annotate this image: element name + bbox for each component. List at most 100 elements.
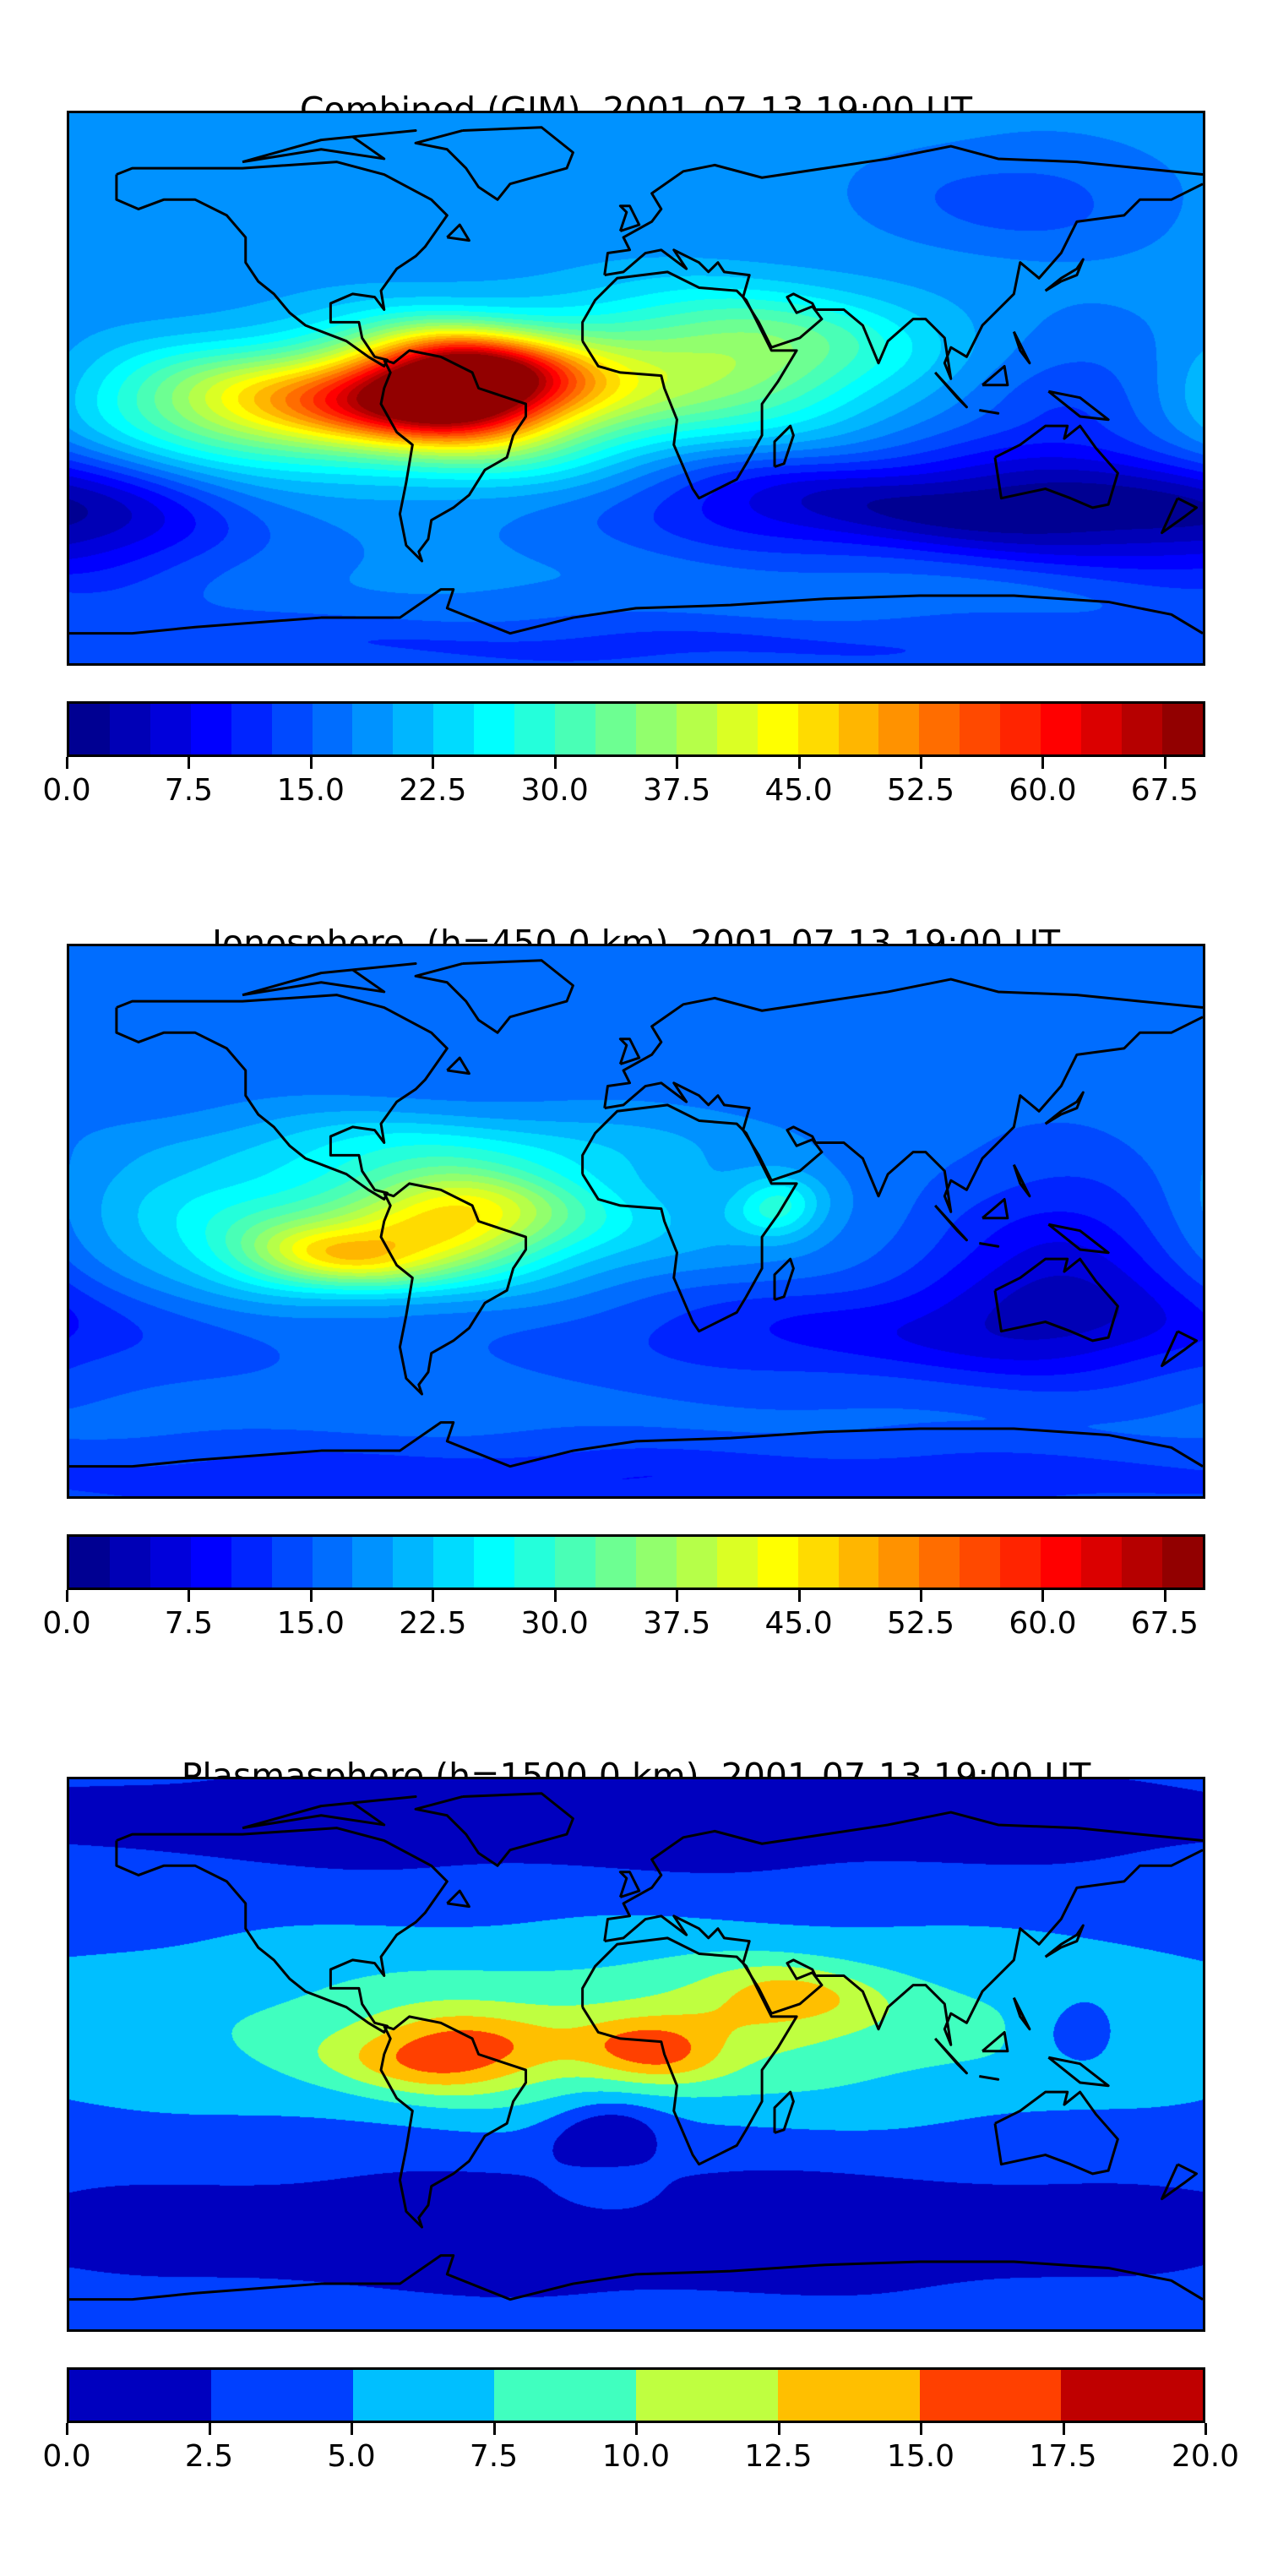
coastline [1048,1224,1108,1252]
colorbar-bin [190,1537,231,1588]
colorbar-tick [66,1590,68,1602]
coastline [381,2017,525,2227]
colorbar-tick-label: 10.0 [601,2439,671,2474]
colorbar-tick-label: 15.0 [276,773,345,808]
colorbar-bin [1161,704,1203,754]
coastline [447,1891,469,1907]
colorbar-bin [960,704,1001,754]
colorbar-tick [1163,757,1166,769]
colorbar-bin [797,704,839,754]
coastline [416,128,573,200]
coastline [242,130,416,161]
coastline [979,411,998,414]
colorbar-bin [312,1537,353,1588]
colorbar-bin [555,1537,595,1588]
colorbar-tick-label: 5.0 [327,2439,376,2474]
colorbar-tick-label: 15.0 [276,1606,345,1641]
panel-plasmasphere: Plasmasphere (h=1500.0 km), 2001-07-13 1… [0,1743,1267,2576]
colorbar-ticks: 0.0 7.5 15.0 22.5 30.0 37.5 45.0 52.5 60.0 67.5 [42,757,1205,816]
colorbar-bin [150,1537,191,1588]
colorbar-bin [878,1537,920,1588]
colorbar-bin [595,1537,636,1588]
colorbar-bin [393,1537,434,1588]
coastline [242,963,416,994]
coastline [1014,332,1030,363]
colorbar-bin [676,704,717,754]
colorbar-tick [676,757,679,769]
colorbar-tick-label: 60.0 [1009,1606,1077,1641]
colorbar [67,2367,1205,2423]
colorbar-tick-label: 45.0 [764,1606,833,1641]
colorbar-tick-label: 20.0 [1171,2439,1240,2474]
panel-combined: Combined (GIM), 2001-07-13 19:00 UT 0.0 7… [0,77,1267,910]
tec-map [67,944,1205,1499]
colorbar-bin [210,2370,353,2421]
coastline [117,995,447,1200]
coastline [1014,1165,1030,1196]
colorbar-tick-label: 0.0 [42,773,91,808]
coastline [620,1039,639,1065]
colorbar-bin [271,1537,313,1588]
colorbar-tick-label: 52.5 [886,773,955,808]
coastline [1162,498,1197,533]
colorbar-tick-label: 7.5 [469,2439,519,2474]
colorbar-bin [514,704,556,754]
coastline [1014,1998,1030,2029]
colorbar-bin [352,2370,495,2421]
colorbar-tick-label: 67.5 [1130,773,1199,808]
colorbar-bin [352,704,394,754]
colorbar-tick [492,2423,496,2435]
tec-contour-field [69,113,1203,663]
colorbar-bin [716,704,758,754]
coastline [979,1244,998,1247]
colorbar-bin [919,1537,960,1588]
colorbar-tick-label: 45.0 [764,773,833,808]
colorbar-tick-label: 52.5 [886,1606,955,1641]
colorbar-tick-label: 30.0 [520,773,589,808]
colorbar-bin [635,704,677,754]
coastline [1048,2057,1108,2085]
coastline [995,426,1117,508]
colorbar-bin [878,704,920,754]
coastline [775,1259,793,1299]
colorbar-bin [69,704,110,754]
coastline [1162,2165,1197,2199]
colorbar-tick [309,757,313,769]
colorbar-bin [1161,1537,1203,1588]
tec-contour-field [69,946,1203,1496]
colorbar-bin [474,1537,515,1588]
colorbar-tick [797,1590,801,1602]
coastline [935,1206,966,1240]
colorbar-bin [109,704,150,754]
colorbar-tick [1041,757,1045,769]
coastline [69,590,1203,634]
colorbar-bin [636,2370,778,2421]
colorbar-tick [208,2423,211,2435]
colorbar-bin [635,1537,677,1588]
colorbar-tick-label: 22.5 [399,773,467,808]
colorbar-bin [1000,704,1041,754]
colorbar-tick [797,757,801,769]
colorbar-tick [1204,2423,1207,2435]
coastline [1048,391,1108,419]
colorbar-bin [757,1537,798,1588]
colorbar-tick-label: 37.5 [643,773,711,808]
colorbar-bin [1041,1537,1082,1588]
coastline [416,961,573,1033]
colorbar-tick [635,2423,638,2435]
coastline [775,2092,793,2132]
colorbar-tick [676,1590,679,1602]
tec-map [67,111,1205,666]
coastline [605,184,1203,379]
colorbar-bin [960,1537,1001,1588]
colorbar-bin [1121,1537,1162,1588]
coastline [605,1850,1203,2045]
colorbar-bin [1041,704,1082,754]
colorbar-bin [919,704,960,754]
colorbar-tick [1163,1590,1166,1602]
colorbar-tick [777,2423,780,2435]
colorbar-bin [150,704,191,754]
coastline [381,1184,525,1394]
colorbar-bin [1081,1537,1122,1588]
colorbar-bin [838,1537,879,1588]
